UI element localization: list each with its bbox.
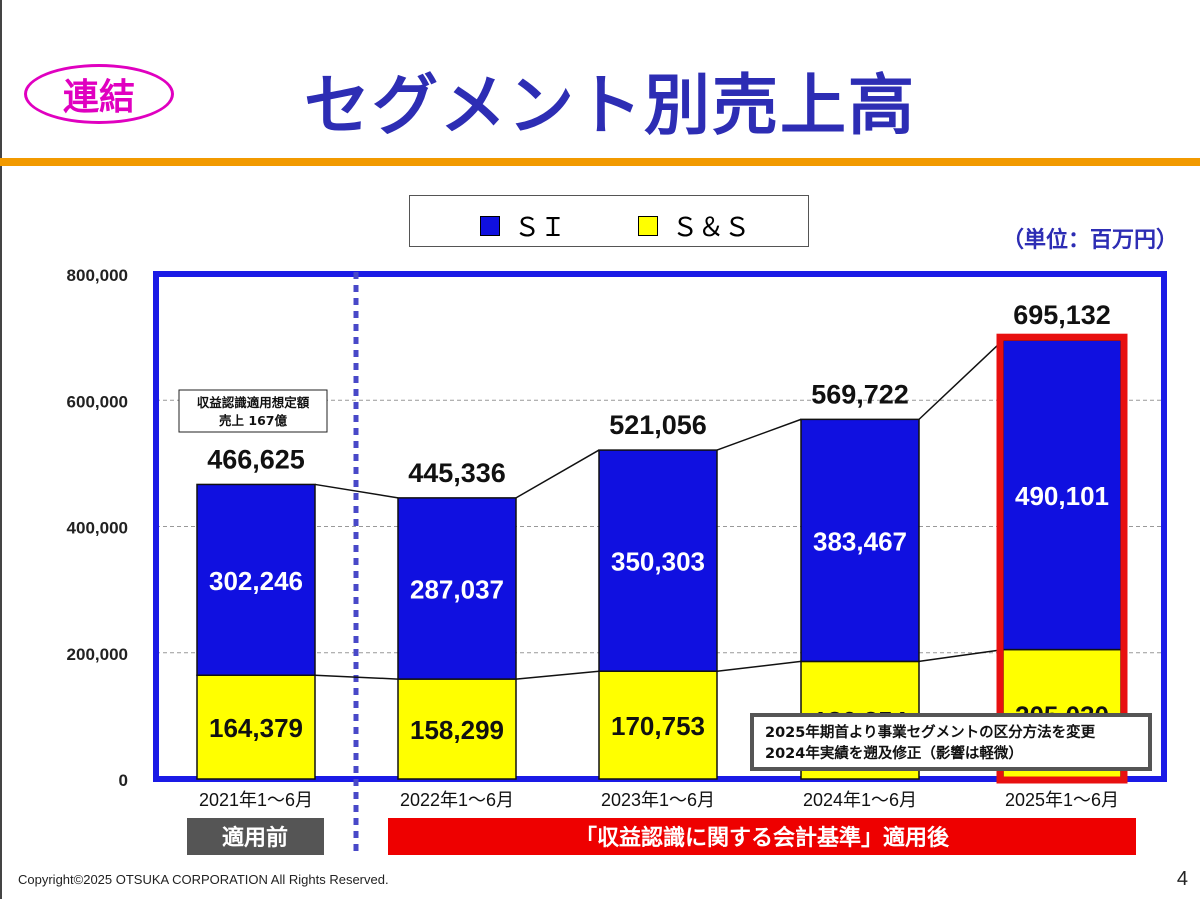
y-tick-label: 0 <box>119 771 128 790</box>
data-label-si: 287,037 <box>410 574 504 604</box>
data-label-si: 383,467 <box>813 526 907 556</box>
total-label: 695,132 <box>1013 300 1111 330</box>
x-tick-label: 2023年1～6月 <box>601 790 715 810</box>
legend-swatch-ss <box>638 215 658 236</box>
legend-swatch-si <box>480 215 500 236</box>
total-connector <box>918 339 1004 420</box>
unit-label: （単位：百万円） <box>1001 228 1178 253</box>
period-after-box <box>388 818 1136 855</box>
x-tick-label: 2021年1～6月 <box>199 790 313 810</box>
legend-item-ss: Ｓ＆Ｓ <box>638 207 750 244</box>
note-change-line1: 2025年期首より事業セグメントの区分方法を変更 <box>765 723 1096 741</box>
data-label-ss: 164,379 <box>209 713 303 743</box>
ss-connector <box>716 660 802 672</box>
page-title: セグメント別売上高 <box>304 67 916 144</box>
data-label-si: 302,246 <box>209 566 303 596</box>
bar-ss <box>598 670 718 780</box>
bar-si <box>1002 339 1122 651</box>
legend-item-si: ＳＩ <box>480 207 566 244</box>
y-tick-label: 400,000 <box>67 519 128 538</box>
title-underline-bar <box>0 158 1200 166</box>
bar-si <box>196 483 316 676</box>
total-label: 445,336 <box>408 458 506 488</box>
data-label-ss: 158,299 <box>410 715 504 745</box>
bar-si <box>397 497 517 680</box>
y-tick-label: 800,000 <box>67 266 128 285</box>
page-number: 4 <box>1176 868 1188 890</box>
x-tick-label: 2025年1～6月 <box>1005 790 1119 810</box>
total-connector <box>314 483 399 499</box>
y-tick-label: 600,000 <box>67 392 128 411</box>
legend-label-si: ＳＩ <box>514 213 567 243</box>
bar-si <box>598 449 718 672</box>
x-tick-label: 2024年1～6月 <box>803 790 917 810</box>
x-tick-label: 2022年1～6月 <box>400 790 514 810</box>
total-label: 569,722 <box>811 379 909 409</box>
note-change-box <box>750 713 1152 771</box>
ss-connector <box>515 670 600 680</box>
ss-connector <box>918 648 1004 663</box>
chart-legend: ＳＩ Ｓ＆Ｓ <box>409 195 809 247</box>
data-label-si: 350,303 <box>611 547 705 577</box>
data-label-ss: 170,753 <box>611 711 705 741</box>
highlight-frame-2025 <box>996 333 1128 784</box>
ss-connector <box>314 674 399 680</box>
period-before-box <box>187 818 324 855</box>
consolidated-badge: 連結 <box>24 64 174 124</box>
period-after-label: 「収益認識に関する会計基準」適用後 <box>575 825 950 851</box>
total-label: 466,625 <box>207 444 305 474</box>
period-before-label: 適用前 <box>222 825 288 851</box>
total-connector <box>716 418 802 451</box>
bar-si <box>800 418 920 663</box>
note-2021-line1: 収益認識適用想定額 <box>197 395 310 410</box>
legend-label-ss: Ｓ＆Ｓ <box>672 213 751 243</box>
left-border-line <box>0 0 2 899</box>
note-2021-line2: 売上 167億 <box>219 413 287 428</box>
y-tick-label: 200,000 <box>67 645 128 664</box>
bar-ss <box>397 678 517 780</box>
note-2021-box <box>178 389 328 433</box>
total-connector <box>515 449 600 499</box>
note-change-line2: 2024年実績を遡及修正（影響は軽微） <box>765 744 1023 762</box>
data-label-si: 490,101 <box>1015 481 1109 511</box>
total-label: 521,056 <box>609 410 707 440</box>
copyright-text: Copyright©2025 OTSUKA CORPORATION All Ri… <box>18 872 389 887</box>
